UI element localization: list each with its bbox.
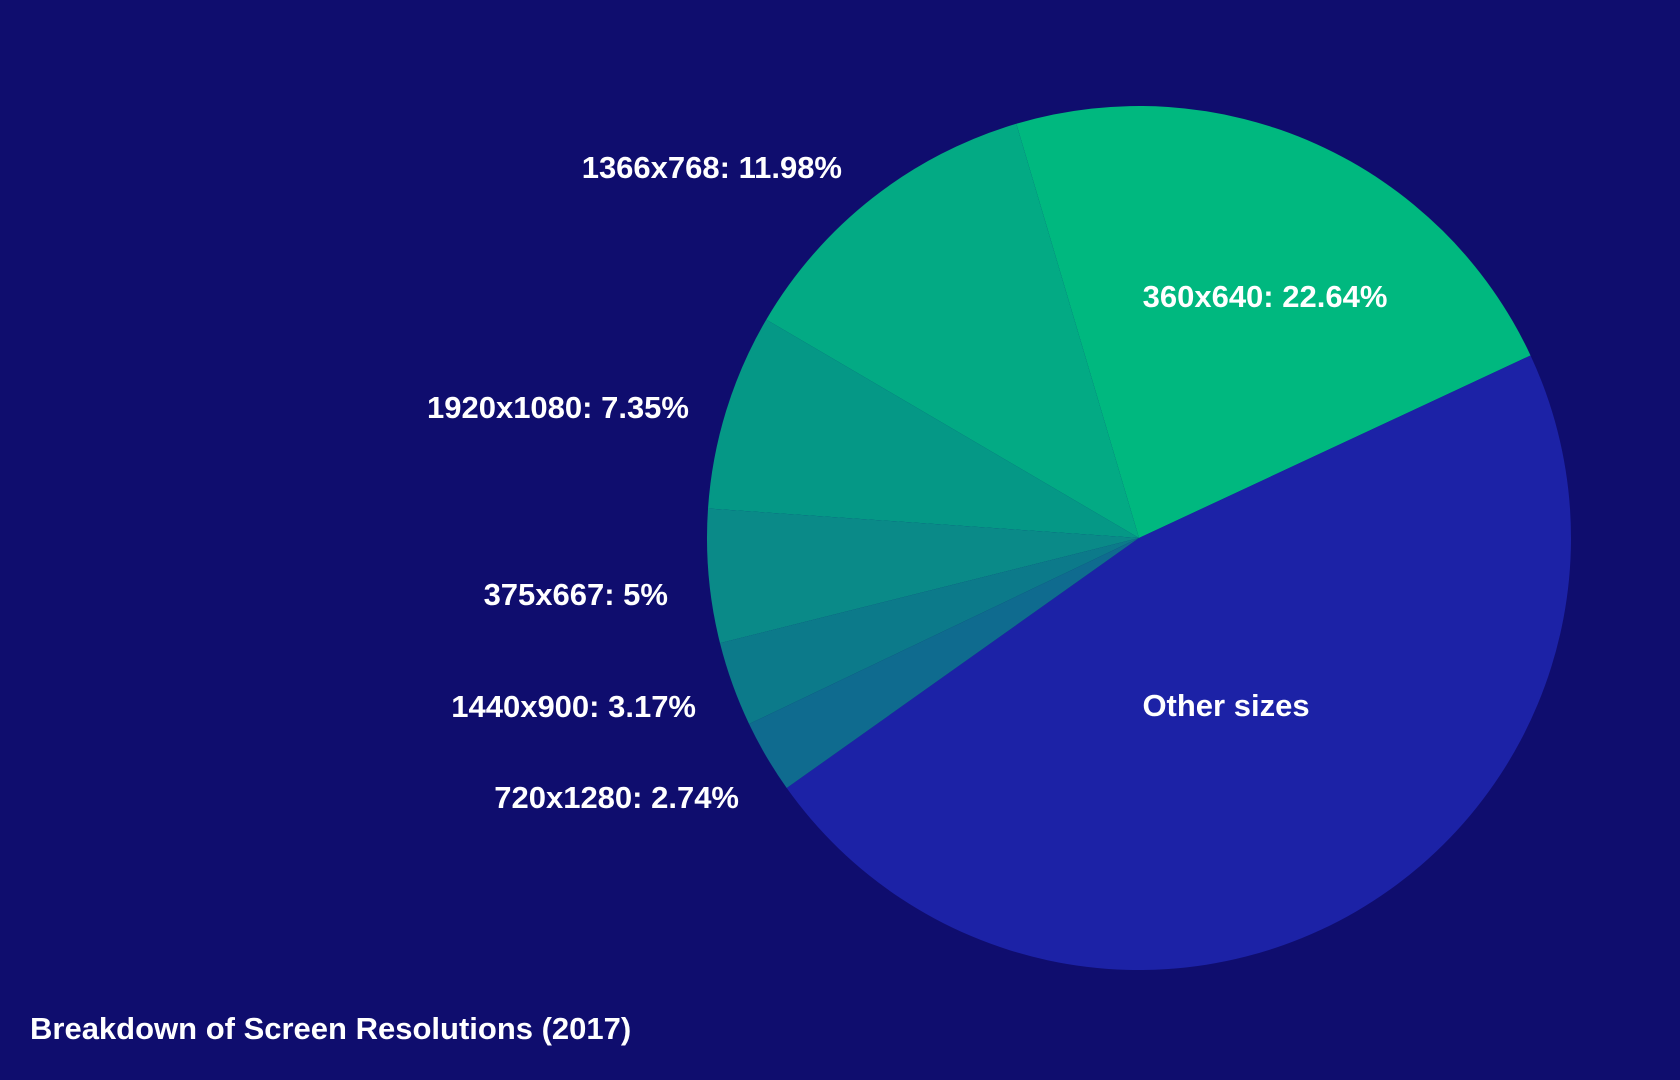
pie-slice-375x667 [706,508,1139,644]
label-other-sizes: Other sizes [1142,688,1310,723]
label-1440x900: 1440x900: 3.17% [451,689,696,724]
label-1920x1080: 1920x1080: 7.35% [426,390,689,425]
label-375x667: 375x667: 5% [483,577,668,612]
pie-slice-1366x768 [766,123,1139,539]
label-360x640: 360x640: 22.64% [1142,279,1388,314]
label-1366x768: 1366x768: 11.98% [581,150,842,185]
pie-slice-720x1280 [749,538,1139,789]
pie-slice-360x640 [1016,105,1531,539]
label-720x1280: 720x1280: 2.74% [494,780,739,815]
pie-slice-1440x900 [719,538,1139,724]
chart-title: Breakdown of Screen Resolutions (2017) [30,1011,632,1046]
pie-slice-other-sizes [786,355,1572,971]
pie-slice-1920x1080 [708,319,1139,538]
